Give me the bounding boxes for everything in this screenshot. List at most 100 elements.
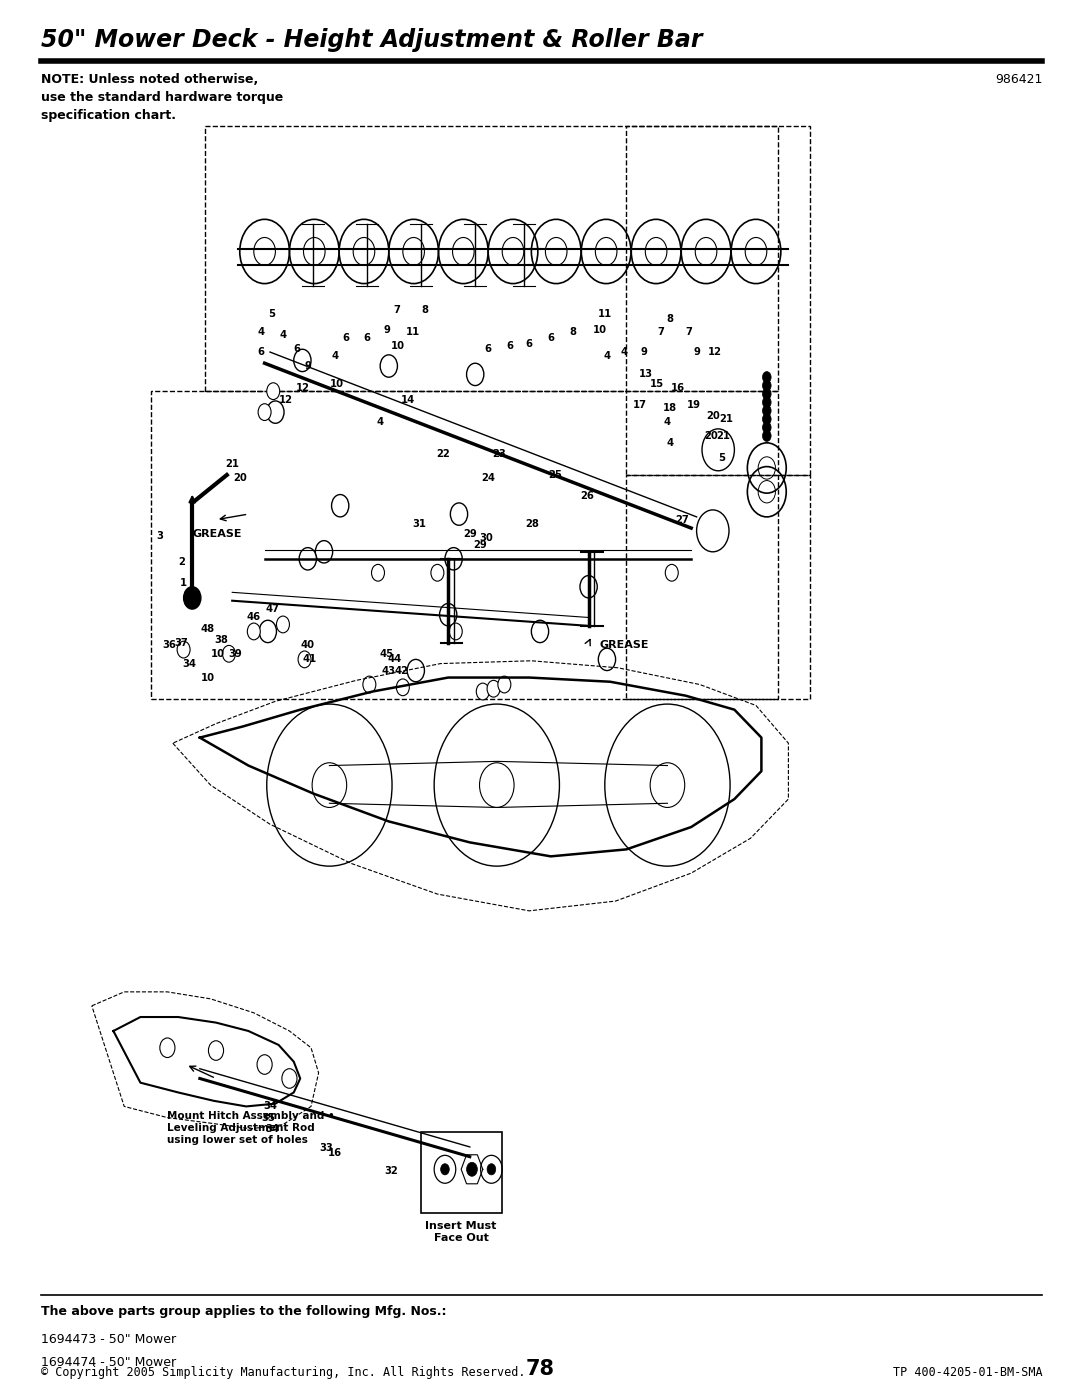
- Circle shape: [441, 1164, 449, 1175]
- Text: 6: 6: [294, 344, 300, 355]
- Circle shape: [276, 616, 289, 633]
- FancyBboxPatch shape: [421, 1132, 502, 1213]
- Circle shape: [762, 430, 771, 441]
- Circle shape: [407, 659, 424, 682]
- Text: 20: 20: [233, 472, 246, 483]
- Text: 6: 6: [364, 332, 370, 344]
- Circle shape: [762, 380, 771, 391]
- Text: 13: 13: [639, 369, 652, 380]
- Text: 31: 31: [413, 518, 426, 529]
- Text: 29: 29: [474, 539, 487, 550]
- Text: 4: 4: [332, 351, 338, 362]
- Text: 7: 7: [658, 327, 664, 338]
- Text: 6: 6: [507, 341, 513, 352]
- Circle shape: [762, 405, 771, 416]
- Text: Insert Must
Face Out: Insert Must Face Out: [426, 1221, 497, 1243]
- Circle shape: [222, 645, 235, 662]
- Circle shape: [467, 1162, 477, 1176]
- Circle shape: [380, 355, 397, 377]
- Text: 20: 20: [704, 430, 717, 441]
- Text: 6: 6: [485, 344, 491, 355]
- Text: 41: 41: [302, 654, 318, 665]
- Text: 21: 21: [226, 458, 239, 469]
- Circle shape: [396, 679, 409, 696]
- Text: 16: 16: [671, 383, 686, 394]
- Circle shape: [184, 587, 201, 609]
- Text: 15: 15: [649, 379, 664, 390]
- Circle shape: [762, 422, 771, 433]
- Circle shape: [762, 372, 771, 383]
- Text: 27: 27: [676, 514, 689, 525]
- Circle shape: [762, 388, 771, 400]
- Text: 986421: 986421: [995, 73, 1042, 85]
- Text: 11: 11: [405, 327, 420, 338]
- Text: 1694473 - 50" Mower: 1694473 - 50" Mower: [41, 1333, 176, 1345]
- Text: 50" Mower Deck - Height Adjustment & Roller Bar: 50" Mower Deck - Height Adjustment & Rol…: [41, 28, 702, 52]
- Circle shape: [258, 404, 271, 420]
- Text: 6: 6: [258, 346, 265, 358]
- Text: 38: 38: [215, 634, 228, 645]
- Text: 16: 16: [327, 1147, 342, 1158]
- Text: 5: 5: [269, 309, 275, 320]
- Circle shape: [476, 683, 489, 700]
- Text: 9: 9: [693, 346, 700, 358]
- Text: specification chart.: specification chart.: [41, 109, 176, 122]
- Text: 46: 46: [246, 612, 261, 623]
- Circle shape: [487, 1164, 496, 1175]
- Circle shape: [298, 651, 311, 668]
- Text: Mount Hitch Assembly and •
Leveling Adjustment Rod
using lower set of holes: Mount Hitch Assembly and • Leveling Adju…: [167, 1111, 335, 1146]
- Text: 12: 12: [280, 394, 293, 405]
- Circle shape: [665, 564, 678, 581]
- Text: 4: 4: [664, 416, 671, 427]
- Text: GREASE: GREASE: [192, 528, 242, 539]
- Circle shape: [267, 401, 284, 423]
- Text: 34: 34: [264, 1101, 276, 1112]
- Text: TP 400-4205-01-BM-SMA: TP 400-4205-01-BM-SMA: [892, 1366, 1042, 1379]
- Text: 4: 4: [666, 437, 673, 448]
- Text: 6: 6: [526, 338, 532, 349]
- Text: 45: 45: [379, 648, 394, 659]
- Circle shape: [450, 503, 468, 525]
- Text: 10: 10: [593, 324, 606, 335]
- Text: 17: 17: [633, 400, 646, 411]
- Text: 4: 4: [280, 330, 286, 341]
- Circle shape: [598, 648, 616, 671]
- Text: 12: 12: [296, 383, 309, 394]
- Text: 23: 23: [492, 448, 505, 460]
- Circle shape: [487, 680, 500, 697]
- Text: 6: 6: [342, 332, 349, 344]
- Circle shape: [332, 495, 349, 517]
- Text: 5: 5: [718, 453, 725, 464]
- Circle shape: [208, 1041, 224, 1060]
- Circle shape: [247, 623, 260, 640]
- Circle shape: [498, 676, 511, 693]
- Circle shape: [431, 564, 444, 581]
- Text: 7: 7: [393, 305, 400, 316]
- Circle shape: [294, 349, 311, 372]
- Text: GREASE: GREASE: [599, 640, 649, 651]
- Circle shape: [160, 1038, 175, 1058]
- Text: 37: 37: [175, 637, 188, 648]
- Circle shape: [372, 564, 384, 581]
- Circle shape: [449, 623, 462, 640]
- Text: 44: 44: [387, 654, 402, 665]
- Circle shape: [363, 676, 376, 693]
- Circle shape: [282, 1069, 297, 1088]
- Text: 10: 10: [330, 379, 343, 390]
- Text: NOTE: Unless noted otherwise,: NOTE: Unless noted otherwise,: [41, 73, 258, 85]
- Text: 1694474 - 50" Mower: 1694474 - 50" Mower: [41, 1356, 176, 1369]
- Text: 30: 30: [480, 532, 492, 543]
- Text: 36: 36: [163, 640, 176, 651]
- Text: 14: 14: [401, 394, 416, 405]
- Text: 1: 1: [180, 577, 187, 588]
- Text: 40: 40: [301, 640, 314, 651]
- Text: 78: 78: [526, 1359, 554, 1379]
- Text: 4: 4: [604, 351, 610, 362]
- Circle shape: [531, 620, 549, 643]
- Text: 9: 9: [640, 346, 647, 358]
- Text: 2: 2: [178, 556, 185, 567]
- Text: 48: 48: [200, 623, 215, 634]
- Text: 34: 34: [183, 658, 195, 669]
- Text: 9: 9: [383, 324, 390, 335]
- Text: 10: 10: [212, 648, 225, 659]
